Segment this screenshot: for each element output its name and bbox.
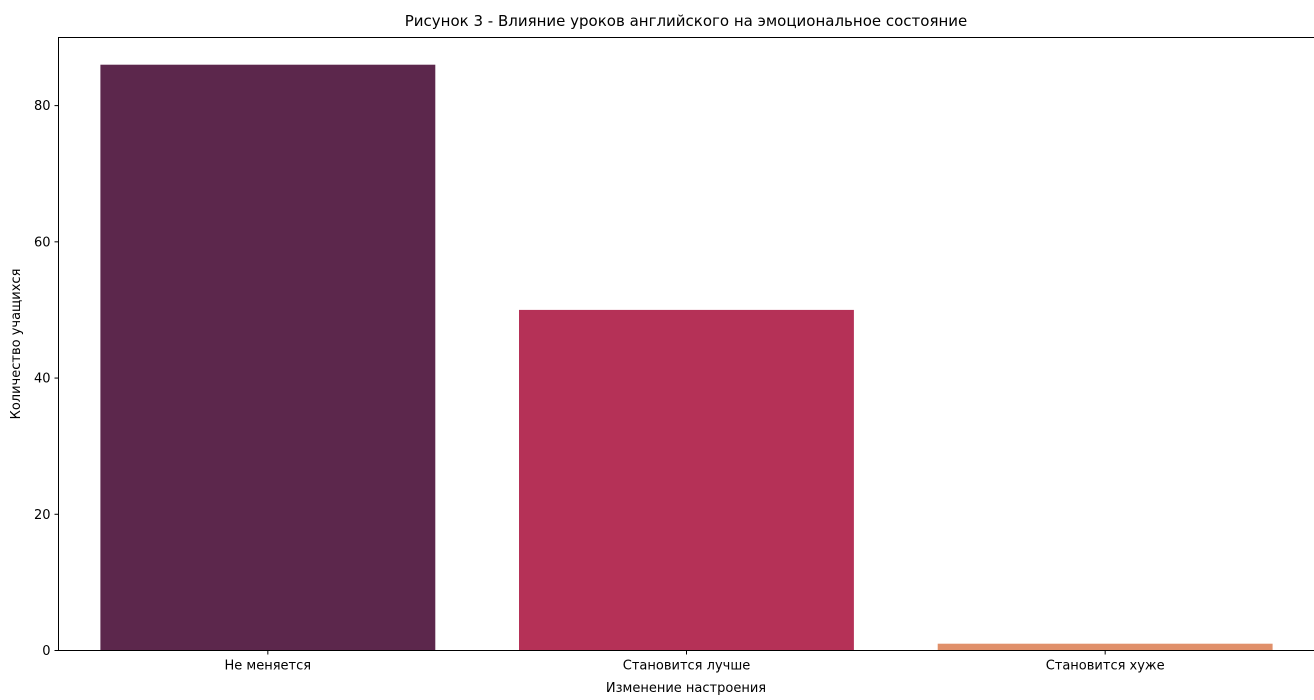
bar-1 bbox=[100, 65, 435, 651]
x-axis-label: Изменение настроения bbox=[606, 681, 766, 695]
bar-2 bbox=[519, 310, 854, 651]
y-tick-label: 60 bbox=[34, 235, 51, 250]
x-tick-label: Становится хуже bbox=[1046, 659, 1165, 674]
x-axis: Не меняется Становится лучше Становится ху… bbox=[225, 651, 1165, 674]
y-axis-label: Количество учащихся bbox=[9, 269, 24, 420]
x-tick-label: Не меняется bbox=[225, 659, 312, 674]
y-axis: 0 20 40 60 80 bbox=[34, 99, 59, 659]
x-tick-label: Становится лучше bbox=[623, 659, 750, 674]
y-tick-label: 20 bbox=[34, 508, 51, 523]
chart-title: Рисунок 3 - Влияние уроков английского н… bbox=[405, 12, 968, 30]
y-tick-label: 40 bbox=[34, 372, 51, 387]
bars-layer bbox=[100, 65, 1272, 651]
bar-3 bbox=[938, 644, 1273, 651]
y-tick-label: 80 bbox=[34, 99, 51, 114]
y-tick-label: 0 bbox=[42, 644, 50, 659]
